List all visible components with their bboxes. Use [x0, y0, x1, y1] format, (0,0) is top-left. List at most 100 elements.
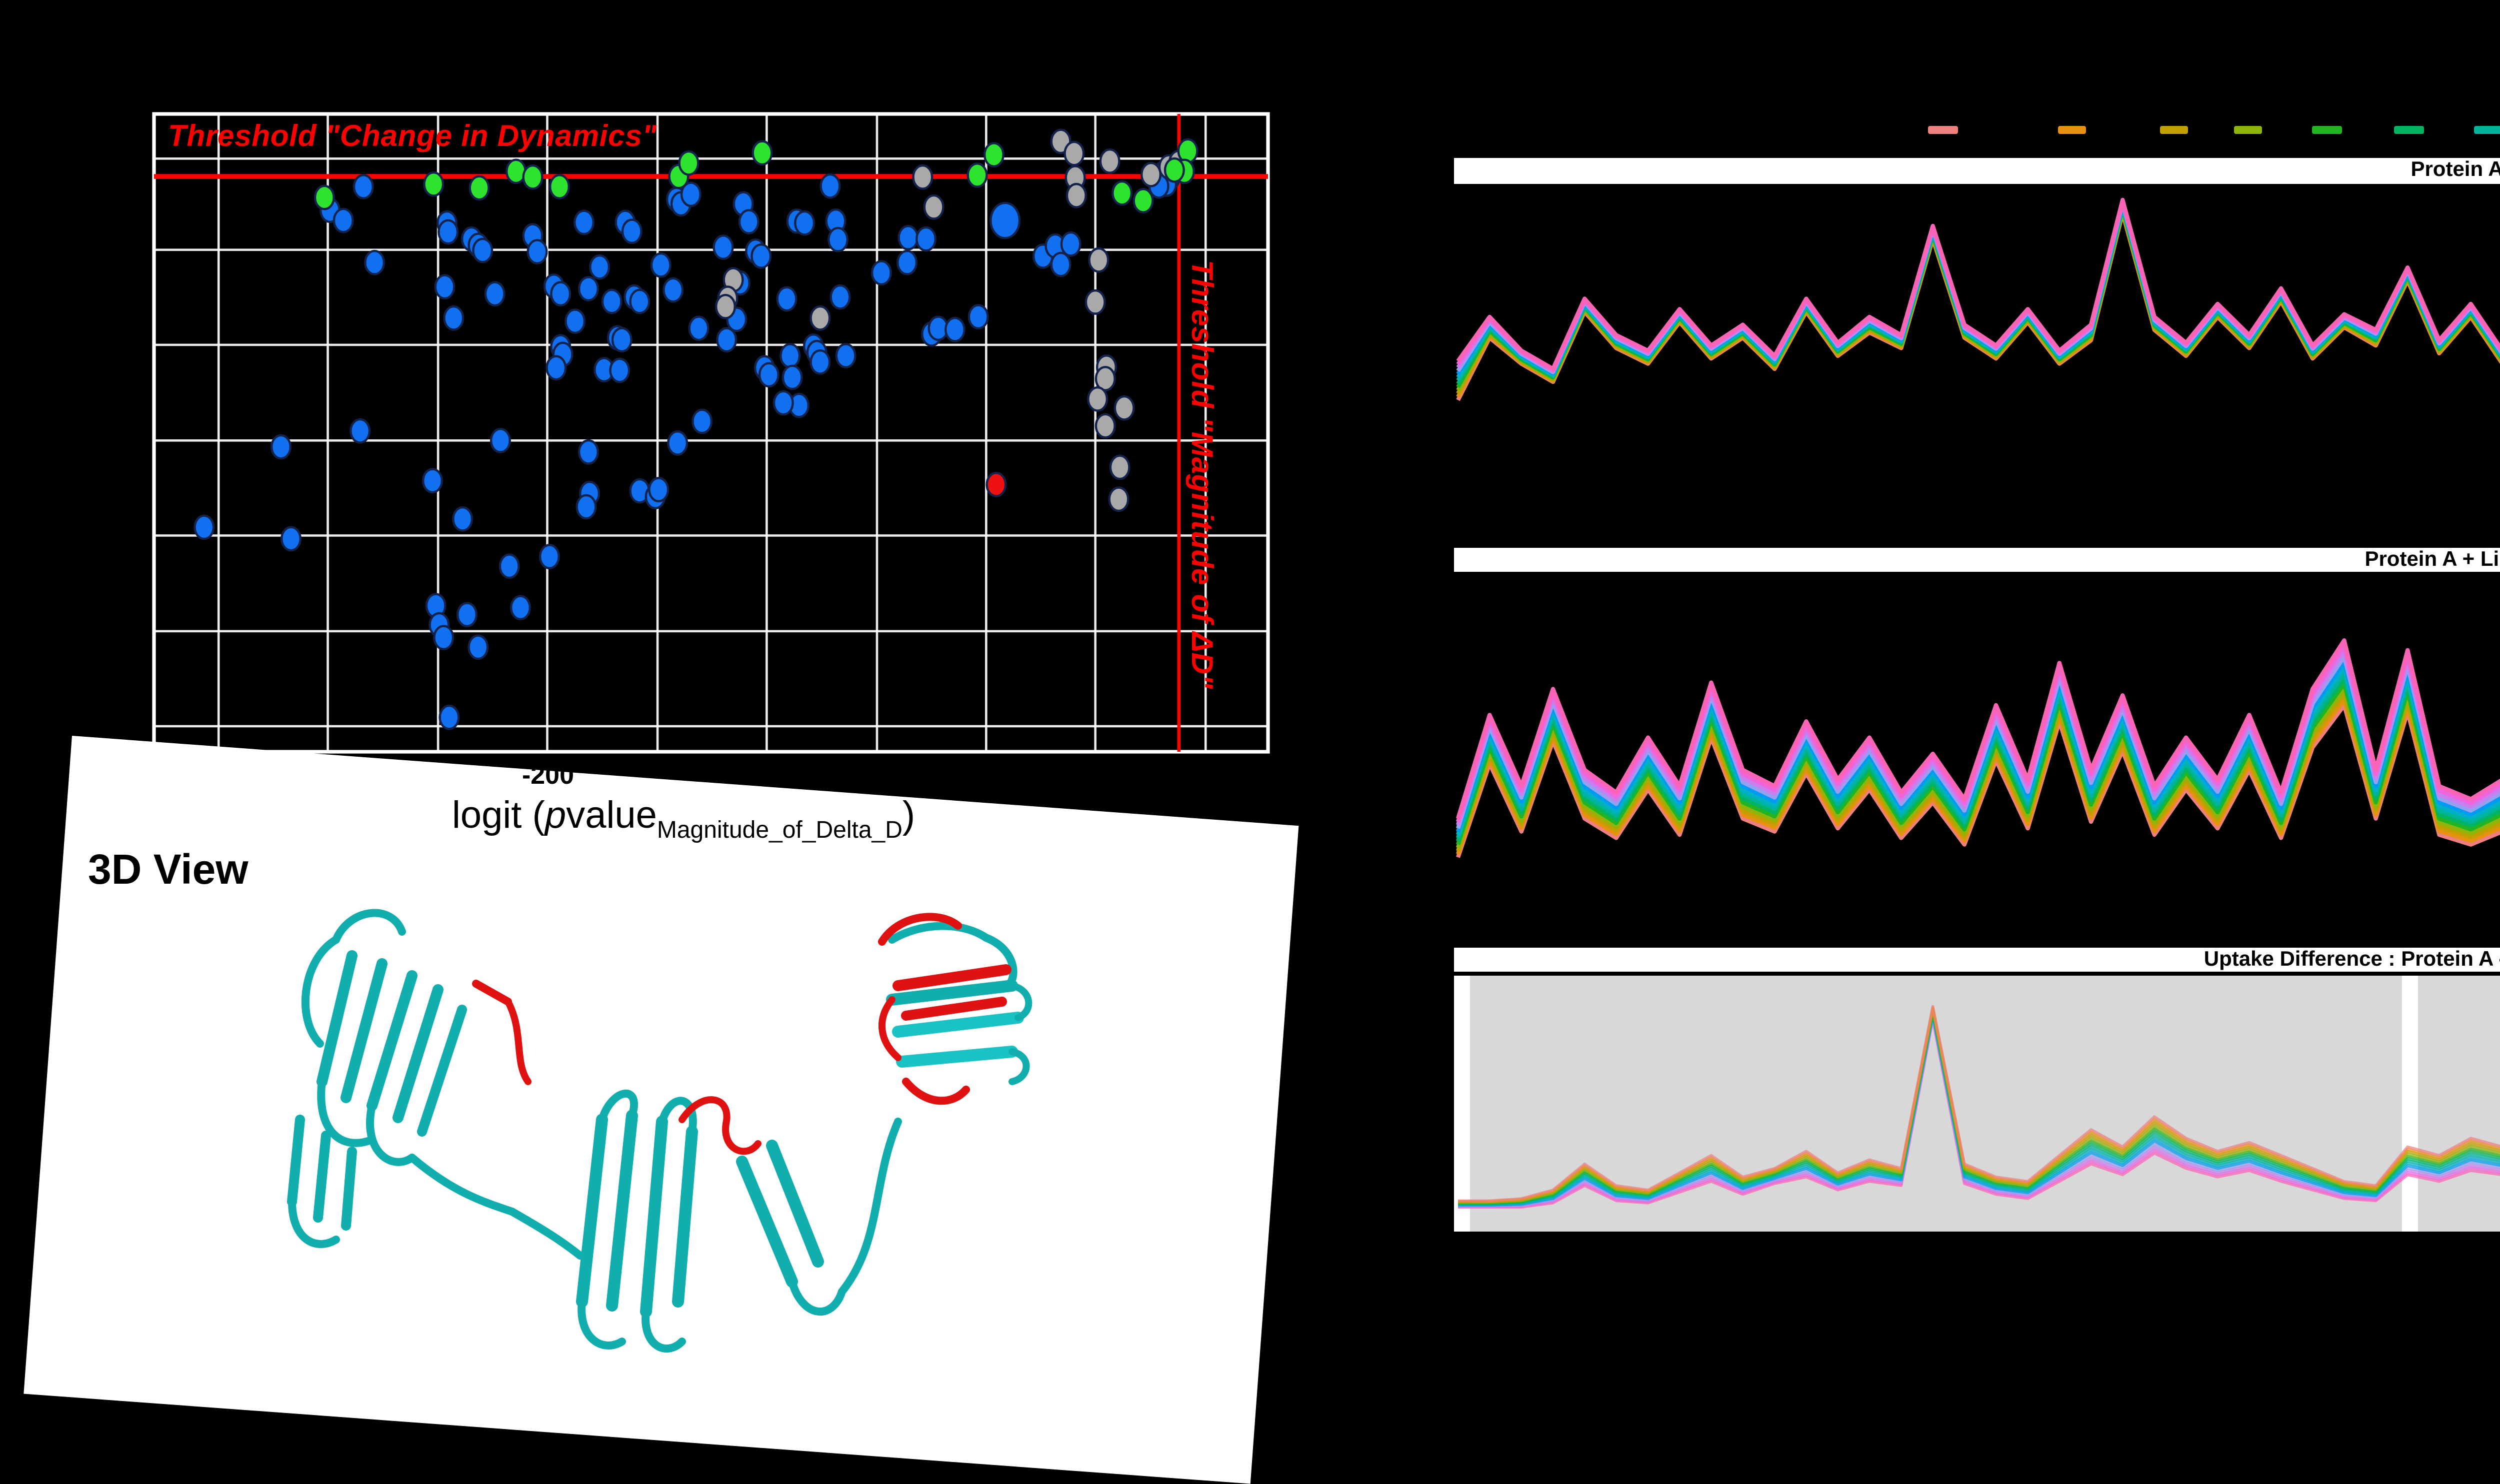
scatter-point[interactable]: [550, 281, 572, 307]
scatter-point[interactable]: [576, 494, 597, 520]
uptake-difference-plot[interactable]: [1458, 1005, 2500, 1209]
scatter-point[interactable]: [352, 174, 374, 199]
volcano-plot[interactable]: [152, 112, 1270, 754]
scatter-point[interactable]: [538, 544, 560, 569]
scatter-point[interactable]: [1050, 251, 1072, 277]
scatter-point[interactable]: [758, 362, 780, 388]
scatter-point[interactable]: [314, 184, 335, 210]
scatter-point[interactable]: [364, 249, 386, 275]
scatter-point[interactable]: [752, 140, 773, 166]
3d-view-panel[interactable]: [24, 736, 1299, 1484]
scatter-point[interactable]: [714, 293, 736, 319]
scatter-point[interactable]: [510, 595, 532, 621]
scatter-point[interactable]: [780, 343, 801, 369]
scatter-point[interactable]: [750, 243, 772, 269]
scatter-point[interactable]: [827, 226, 848, 252]
scatter-point[interactable]: [443, 305, 464, 331]
scatter-point[interactable]: [923, 194, 944, 220]
scatter-point[interactable]: [350, 418, 371, 444]
scatter-point[interactable]: [1066, 182, 1087, 208]
scatter-point[interactable]: [490, 427, 511, 453]
scatter-point[interactable]: [835, 343, 856, 369]
scatter-point[interactable]: [484, 281, 506, 307]
scatter-point[interactable]: [456, 602, 478, 628]
scatter-point[interactable]: [688, 315, 710, 341]
scatter-point[interactable]: [1094, 413, 1116, 439]
scatter-point[interactable]: [738, 209, 760, 235]
protein-a-ligand-plot[interactable]: [1456, 598, 2500, 858]
scatter-point[interactable]: [794, 210, 816, 236]
scatter-point[interactable]: [680, 181, 702, 207]
scatter-point[interactable]: [526, 239, 548, 265]
scatter-point[interactable]: [990, 201, 1021, 239]
scatter-point[interactable]: [468, 634, 489, 660]
scatter-point[interactable]: [472, 237, 494, 263]
scatter-point[interactable]: [280, 526, 302, 552]
scatter-point[interactable]: [1177, 138, 1198, 164]
scatter-point[interactable]: [452, 506, 474, 532]
scatter-point[interactable]: [574, 209, 595, 235]
scatter-point[interactable]: [1084, 289, 1106, 315]
scatter-point[interactable]: [468, 175, 490, 201]
scatter-point[interactable]: [423, 171, 444, 197]
scatter-point[interactable]: [1099, 148, 1120, 174]
scatter-point[interactable]: [1088, 247, 1110, 273]
scatter-point[interactable]: [522, 164, 544, 190]
scatter-point[interactable]: [438, 704, 460, 730]
scatter-point[interactable]: [1109, 454, 1130, 480]
scatter-point[interactable]: [611, 327, 632, 353]
scatter-point[interactable]: [820, 173, 841, 199]
scatter-point[interactable]: [830, 284, 851, 310]
scatter-point[interactable]: [898, 225, 919, 250]
scatter-point[interactable]: [1060, 231, 1082, 257]
scatter-point[interactable]: [916, 226, 937, 252]
scatter-point[interactable]: [712, 234, 734, 260]
scatter-point[interactable]: [434, 274, 456, 300]
scatter-point[interactable]: [1132, 188, 1154, 213]
scatter-point[interactable]: [629, 288, 650, 314]
scatter-point[interactable]: [870, 260, 892, 286]
scatter-point[interactable]: [601, 288, 622, 314]
scatter-point[interactable]: [1112, 180, 1133, 206]
scatter-point[interactable]: [912, 164, 934, 190]
scatter-point[interactable]: [692, 408, 713, 434]
scatter-point[interactable]: [548, 174, 570, 199]
scatter-point[interactable]: [716, 327, 738, 353]
scatter-point[interactable]: [1114, 395, 1135, 421]
scatter-point[interactable]: [1064, 140, 1085, 166]
scatter-point[interactable]: [648, 477, 670, 502]
scatter-point[interactable]: [194, 514, 215, 540]
scatter-point[interactable]: [983, 142, 1004, 168]
scatter-point[interactable]: [433, 625, 454, 650]
scatter-point[interactable]: [546, 355, 567, 381]
scatter-point[interactable]: [1140, 161, 1162, 187]
scatter-point[interactable]: [609, 357, 630, 383]
scatter-point[interactable]: [650, 252, 672, 278]
scatter-point[interactable]: [667, 430, 688, 456]
scatter-point[interactable]: [578, 439, 599, 465]
scatter-point[interactable]: [270, 434, 292, 460]
scatter-point[interactable]: [810, 349, 831, 375]
scatter-point[interactable]: [589, 254, 610, 280]
scatter-point[interactable]: [564, 308, 586, 334]
scatter-point[interactable]: [1094, 366, 1116, 391]
scatter-point[interactable]: [438, 219, 459, 245]
scatter-point[interactable]: [422, 468, 444, 494]
scatter-point[interactable]: [986, 471, 1007, 497]
scatter-point[interactable]: [678, 150, 700, 176]
scatter-point[interactable]: [968, 304, 989, 330]
scatter-point[interactable]: [966, 162, 988, 188]
scatter-point[interactable]: [621, 218, 642, 244]
protein-a-plot[interactable]: [1456, 197, 2500, 460]
scatter-point[interactable]: [1087, 386, 1108, 412]
scatter-point[interactable]: [782, 364, 803, 390]
scatter-point[interactable]: [896, 249, 918, 275]
scatter-point[interactable]: [810, 305, 831, 331]
scatter-point[interactable]: [1108, 486, 1130, 512]
scatter-point[interactable]: [578, 276, 599, 302]
scatter-point[interactable]: [1164, 157, 1185, 183]
scatter-point[interactable]: [772, 390, 794, 416]
scatter-point[interactable]: [944, 316, 966, 342]
scatter-point[interactable]: [498, 553, 520, 579]
scatter-point[interactable]: [662, 277, 684, 303]
